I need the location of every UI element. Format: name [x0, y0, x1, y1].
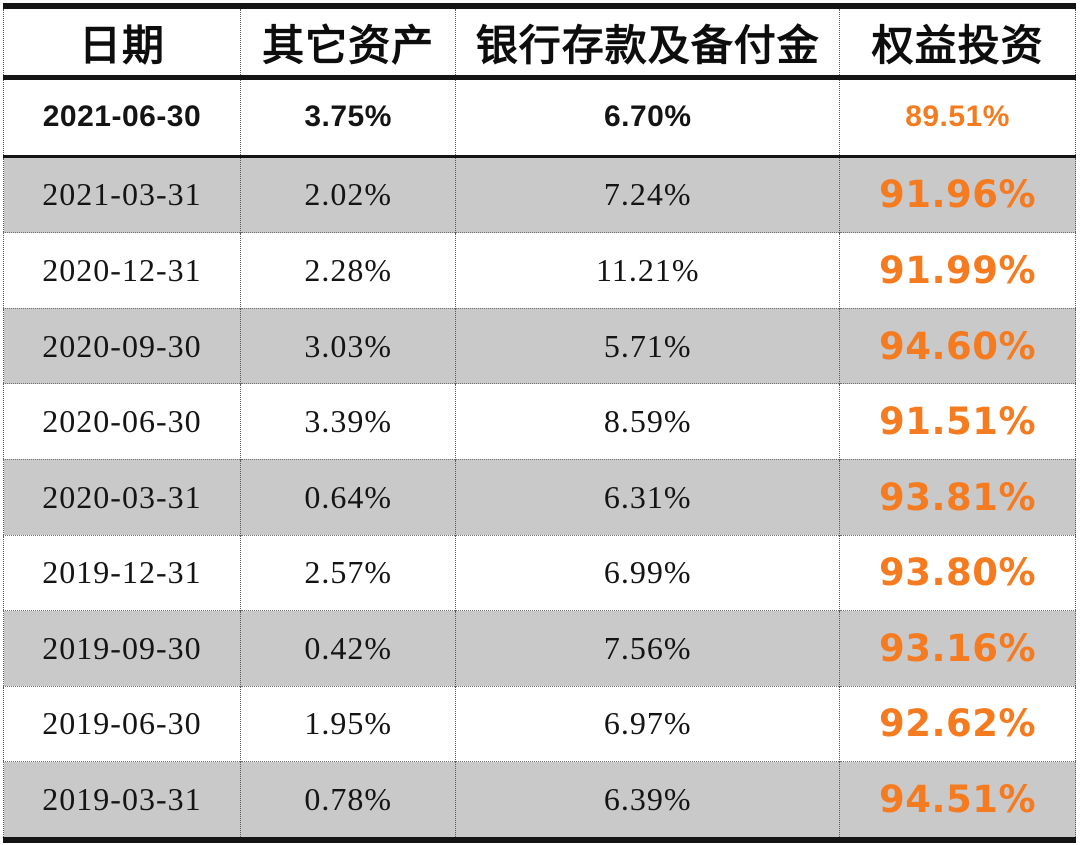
cell-date: 2021-06-30 [42, 100, 202, 134]
cell-bank-deposits: 7.24% [455, 156, 840, 233]
cell-bank-deposits: 6.39% [455, 761, 840, 840]
asset-allocation-table: 日期 其它资产 银行存款及备付金 权益投资 2021-06-30 3.75% 6… [3, 3, 1076, 843]
cell-equity: 93.16% [839, 610, 1076, 687]
cell-other-assets: 0.64% [239, 459, 456, 536]
cell-equity: 93.81% [839, 459, 1076, 536]
cell-other-assets: 3.39% [239, 383, 456, 460]
cell-equity: 89.51% [839, 77, 1076, 157]
cell-equity: 94.60% [839, 308, 1076, 384]
table-row: 2020-03-31 0.64% 6.31% 93.81% [3, 459, 1076, 536]
table-row: 2020-09-30 3.03% 5.71% 94.60% [3, 308, 1076, 384]
cell-date: 2020-09-30 [42, 327, 202, 364]
cell-other-assets: 2.02% [239, 156, 456, 233]
cell-equity: 93.80% [839, 535, 1076, 611]
cell-equity: 91.99% [839, 232, 1076, 309]
header-row: 日期 其它资产 银行存款及备付金 权益投资 [3, 6, 1076, 80]
cell-bank-deposits: 6.31% [455, 459, 840, 536]
cell-equity: 94.51% [839, 761, 1076, 840]
cell-equity: 92.62% [839, 686, 1076, 762]
column-header-equity: 权益投资 [839, 6, 1076, 80]
cell-date: 2020-03-31 [42, 478, 202, 515]
cell-other-assets: 3.75% [239, 77, 456, 157]
cell-date: 2020-06-30 [42, 403, 202, 440]
table-row: 2021-06-30 3.75% 6.70% 89.51% [3, 77, 1076, 157]
cell-equity: 91.51% [839, 383, 1076, 460]
cell-equity: 91.96% [839, 156, 1076, 233]
cell-bank-deposits: 8.59% [455, 383, 840, 460]
cell-bank-deposits: 6.70% [455, 77, 840, 157]
column-header-date: 日期 [3, 6, 241, 80]
table-row: 2019-12-31 2.57% 6.99% 93.80% [3, 535, 1076, 611]
cell-other-assets: 1.95% [239, 686, 456, 762]
cell-other-assets: 2.57% [239, 535, 456, 611]
cell-other-assets: 0.42% [239, 610, 456, 687]
cell-bank-deposits: 6.97% [455, 686, 840, 762]
table-row: 2019-03-31 0.78% 6.39% 94.51% [3, 761, 1076, 840]
cell-date: 2019-03-31 [42, 781, 202, 818]
table-row: 2020-12-31 2.28% 11.21% 91.99% [3, 232, 1076, 309]
cell-date: 2021-03-31 [42, 176, 202, 213]
column-header-other-assets: 其它资产 [239, 6, 456, 80]
table-row: 2020-06-30 3.39% 8.59% 91.51% [3, 383, 1076, 460]
cell-bank-deposits: 7.56% [455, 610, 840, 687]
table-row: 2019-06-30 1.95% 6.97% 92.62% [3, 686, 1076, 762]
table-row: 2021-03-31 2.02% 7.24% 91.96% [3, 156, 1076, 233]
cell-other-assets: 0.78% [239, 761, 456, 840]
cell-date: 2019-09-30 [42, 629, 202, 666]
cell-bank-deposits: 5.71% [455, 308, 840, 384]
cell-bank-deposits: 6.99% [455, 535, 840, 611]
table-body: 2021-06-30 3.75% 6.70% 89.51% 2021-03-31… [3, 77, 1076, 840]
table-header: 日期 其它资产 银行存款及备付金 权益投资 [3, 6, 1076, 80]
cell-date: 2019-06-30 [42, 705, 202, 742]
column-header-bank-deposits: 银行存款及备付金 [455, 6, 840, 80]
cell-other-assets: 2.28% [239, 232, 456, 309]
cell-bank-deposits: 11.21% [455, 232, 840, 309]
cell-date: 2020-12-31 [42, 252, 202, 289]
table-row: 2019-09-30 0.42% 7.56% 93.16% [3, 610, 1076, 687]
cell-date: 2019-12-31 [42, 554, 202, 591]
cell-other-assets: 3.03% [239, 308, 456, 384]
